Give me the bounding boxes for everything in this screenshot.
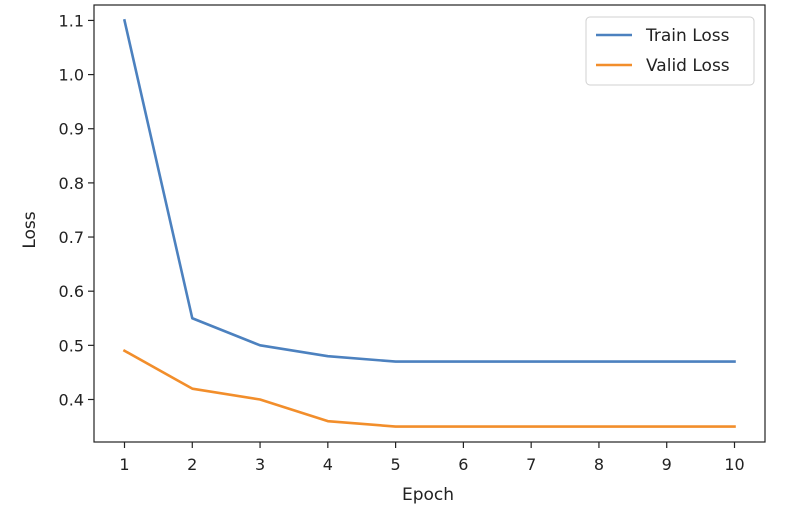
x-tick-label: 5 bbox=[391, 455, 401, 474]
y-tick-label: 0.6 bbox=[59, 282, 84, 301]
y-tick-label: 1.1 bbox=[59, 11, 84, 30]
y-tick-label: 1.0 bbox=[59, 66, 84, 85]
y-tick-label: 0.5 bbox=[59, 336, 84, 355]
series-lines bbox=[122, 18, 736, 428]
x-axis-label: Epoch bbox=[402, 485, 454, 505]
y-axis: 0.4 0.5 0.6 0.7 0.8 0.9 1.0 1.1 bbox=[59, 11, 94, 409]
y-tick-label: 0.9 bbox=[59, 120, 84, 139]
legend: Train Loss Valid Loss bbox=[585, 16, 755, 86]
y-tick-label: 0.7 bbox=[59, 228, 84, 247]
x-tick-label: 6 bbox=[458, 455, 468, 474]
x-tick-label: 7 bbox=[526, 455, 536, 474]
x-tick-label: 9 bbox=[662, 455, 672, 474]
x-axis: 1 2 3 4 5 6 7 8 9 10 bbox=[119, 442, 745, 474]
x-tick-label: 10 bbox=[724, 455, 744, 474]
plot-frame bbox=[93, 4, 766, 443]
x-tick-label: 1 bbox=[119, 455, 129, 474]
legend-label-valid-loss: Valid Loss bbox=[646, 56, 730, 76]
x-tick-label: 3 bbox=[255, 455, 265, 474]
series-line-train-loss bbox=[122, 18, 736, 363]
x-tick-label: 2 bbox=[187, 455, 197, 474]
x-tick-label: 8 bbox=[594, 455, 604, 474]
y-tick-label: 0.4 bbox=[59, 390, 84, 409]
y-axis-label: Loss bbox=[20, 211, 40, 248]
y-tick-label: 0.8 bbox=[59, 174, 84, 193]
legend-label-train-loss: Train Loss bbox=[645, 26, 730, 46]
series-line-valid-loss bbox=[122, 348, 736, 428]
x-tick-label: 4 bbox=[323, 455, 333, 474]
plot-area bbox=[93, 4, 766, 443]
